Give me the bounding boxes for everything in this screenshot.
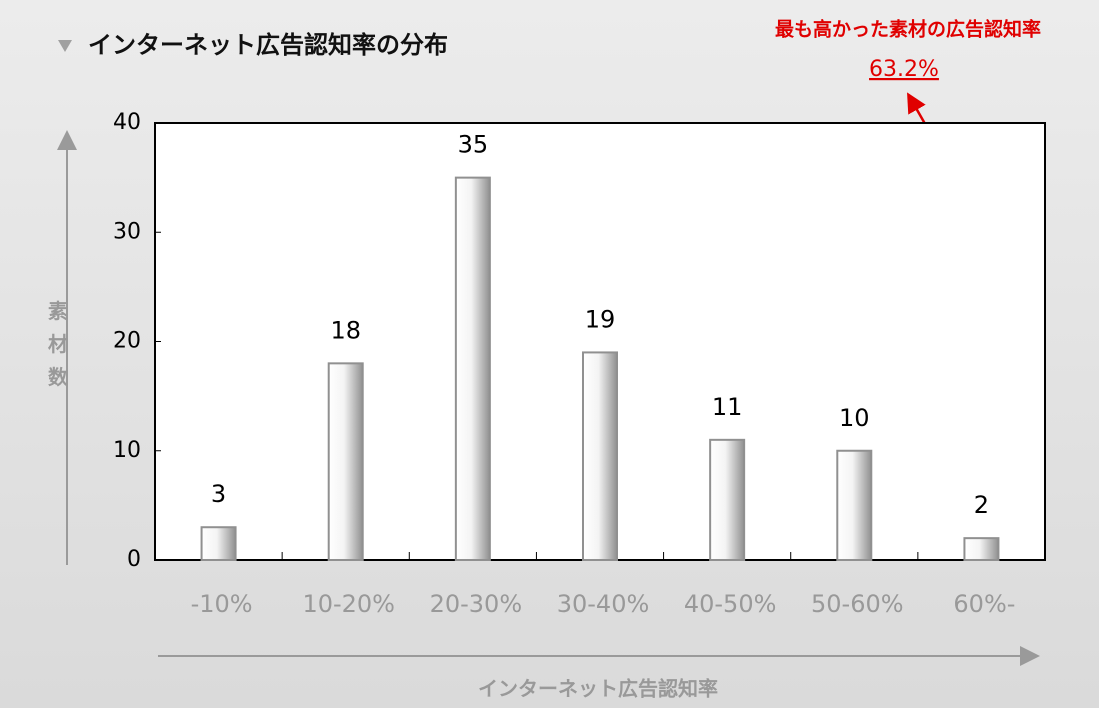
y-axis-label: 素材数 (48, 299, 69, 389)
value-label: 2 (974, 491, 989, 519)
x-axis-label: インターネット広告認知率 (478, 677, 718, 701)
x-tick-label: 50-60% (811, 590, 904, 618)
bar (200, 526, 237, 561)
bar (963, 537, 1000, 562)
y-tick-label: 40 (113, 110, 141, 135)
value-label: 19 (585, 305, 616, 333)
bar (709, 438, 746, 562)
y-tick-label: 30 (113, 219, 141, 244)
x-tick-label: -10% (191, 590, 253, 618)
y-tick-label: 0 (127, 547, 141, 572)
value-label: 11 (712, 393, 743, 421)
value-label: 10 (839, 404, 870, 432)
y-tick-label: 20 (113, 329, 141, 354)
x-tick-label: 40-50% (684, 590, 777, 618)
value-label: 18 (330, 316, 361, 344)
annotation-value: 63.2% (869, 57, 939, 82)
bar (454, 176, 491, 561)
title-icon (58, 40, 72, 52)
chart-title: インターネット広告認知率の分布 (88, 31, 448, 59)
x-tick-label: 30-40% (557, 590, 650, 618)
bar (836, 449, 873, 561)
x-tick-label: 10-20% (302, 590, 395, 618)
x-tick-label: 60%- (953, 590, 1015, 618)
y-tick-label: 10 (113, 438, 141, 463)
bar (327, 362, 364, 561)
bar (582, 351, 618, 561)
annotation-title: 最も高かった素材の広告認知率 (775, 18, 1041, 41)
value-label: 35 (458, 131, 489, 159)
x-tick-label: 20-30% (430, 590, 523, 618)
value-label: 3 (211, 480, 226, 508)
